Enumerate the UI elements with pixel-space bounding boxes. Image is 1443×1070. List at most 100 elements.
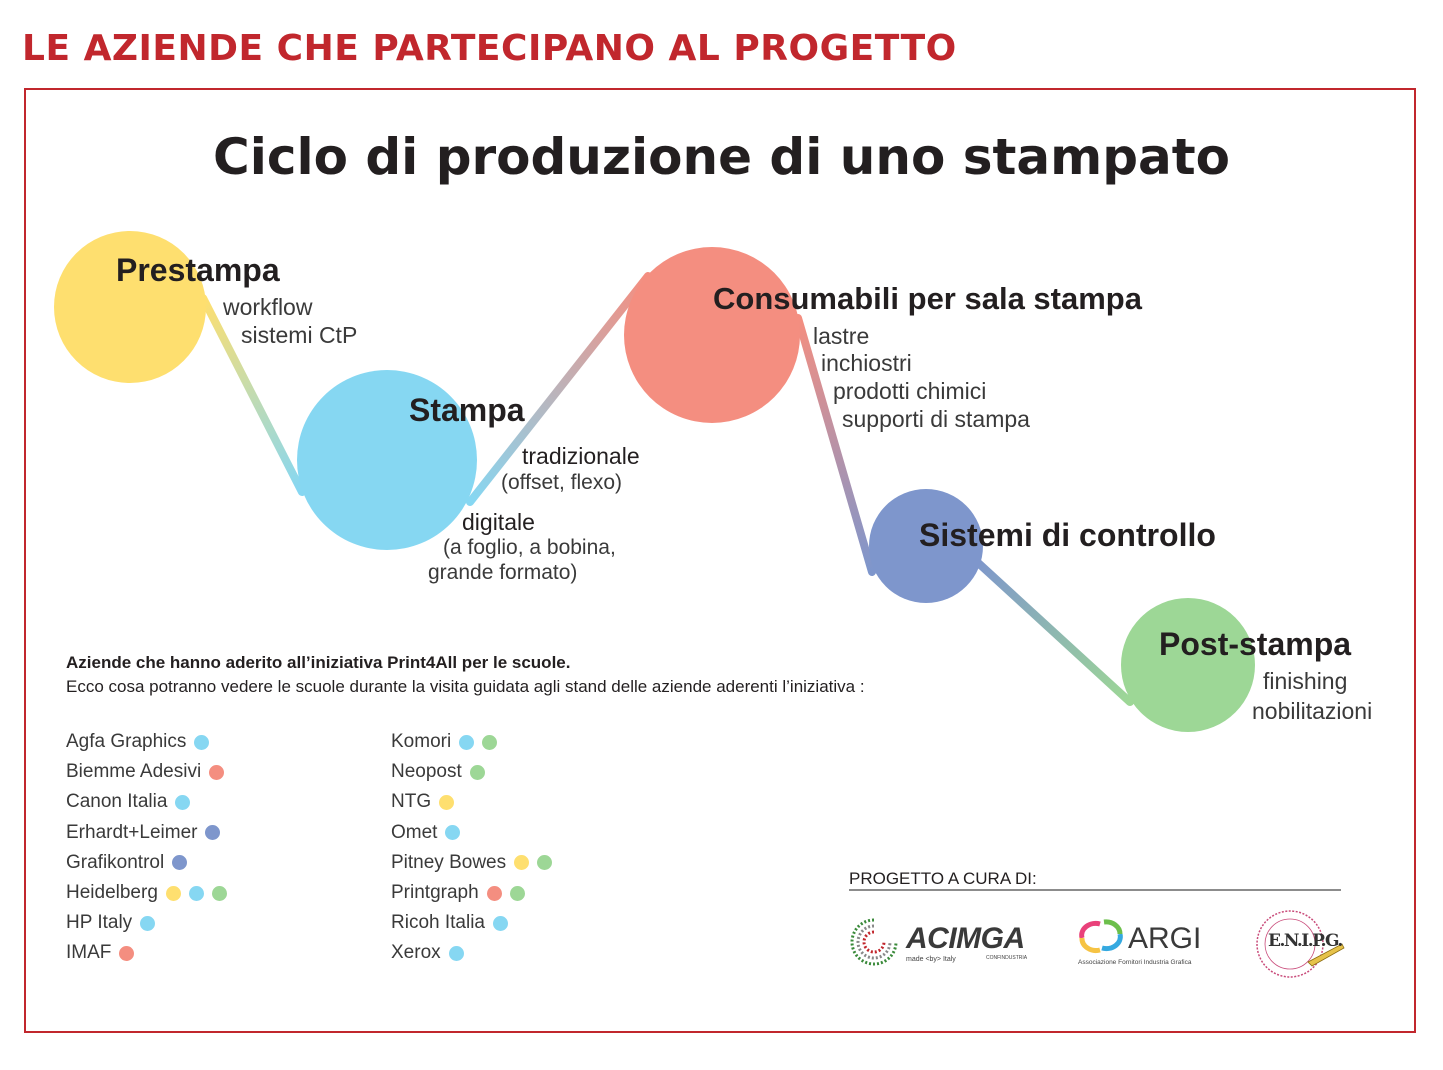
- acimga-tagline: made <by> Italy: [906, 956, 956, 963]
- stage-item-sistemi-ctp: sistemi CtP: [241, 322, 358, 348]
- company-item: Agfa Graphics: [66, 731, 210, 753]
- company-item: Ricoh Italia: [391, 912, 508, 934]
- stage-item-supporti-stampa: supporti di stampa: [842, 406, 1030, 432]
- company-item: Omet: [391, 821, 461, 844]
- category-dot-controllo: [172, 855, 188, 871]
- category-dot-prestampa: [165, 885, 181, 901]
- company-item: HP Italy: [66, 912, 156, 934]
- company-item: Printgraph: [391, 882, 525, 904]
- stage-item-foglio-bobina: (a foglio, a bobina,: [443, 536, 616, 559]
- company-name: IMAF: [66, 942, 112, 964]
- category-dot-consumabili: [119, 945, 135, 961]
- stage-item-lastre: lastre: [813, 323, 870, 349]
- company-name: Canon Italia: [66, 791, 168, 813]
- connector-prestampa-stampa: [199, 294, 306, 496]
- company-item: Xerox: [391, 942, 464, 964]
- enipg-seal-icon: [1256, 910, 1345, 978]
- company-name: Biemme Adesivi: [66, 761, 202, 783]
- argi-logo: ARGI Associazione Fornitori Industria Gr…: [1076, 918, 1206, 970]
- company-name: NTG: [391, 791, 432, 813]
- category-dot-poststampa: [537, 855, 553, 871]
- company-item: Komori: [391, 731, 498, 753]
- stage-item-nobilitazioni: nobilitazioni: [1252, 698, 1373, 724]
- argi-name: ARGI: [1128, 922, 1202, 955]
- stage-title-stampa: Stampa: [409, 392, 525, 428]
- intro-text: Ecco cosa potranno vedere le scuole dura…: [66, 677, 865, 696]
- company-name: Printgraph: [391, 882, 479, 903]
- acimga-sub: CONFINDUSTRIA: [986, 955, 1028, 961]
- stage-title-poststampa: Post-stampa: [1159, 626, 1352, 662]
- category-dot-stampa: [493, 915, 508, 931]
- stage-circle-poststampa: [1121, 598, 1255, 732]
- category-dot-stampa: [175, 794, 191, 810]
- stage-circle-stampa: [297, 370, 477, 550]
- company-name: HP Italy: [66, 912, 133, 934]
- company-item: Heidelberg: [66, 882, 227, 904]
- category-dot-prestampa: [514, 855, 530, 871]
- stage-circle-prestampa: [54, 231, 206, 383]
- company-item: Erhardt+Leimer: [66, 821, 221, 844]
- company-name: Ricoh Italia: [391, 912, 485, 934]
- stage-item-prodotti-chimici: prodotti chimici: [833, 378, 987, 404]
- company-name: Xerox: [391, 942, 441, 964]
- content-frame: [24, 88, 1416, 1033]
- connector-stampa-consumabili: [466, 272, 652, 506]
- category-dot-prestampa: [439, 794, 455, 810]
- category-dot-poststampa: [482, 734, 498, 750]
- company-name: Erhardt+Leimer: [66, 821, 198, 843]
- company-item: IMAF: [66, 942, 135, 964]
- company-name: Omet: [391, 821, 438, 843]
- category-dot-consumabili: [209, 764, 225, 780]
- connector-controllo-poststampa: [971, 556, 1134, 706]
- intro-heading: Aziende che hanno aderito all’iniziativa…: [66, 653, 571, 672]
- category-dot-stampa: [140, 915, 156, 931]
- stage-title-controllo: Sistemi di controllo: [919, 517, 1216, 553]
- company-item: NTG: [391, 791, 455, 813]
- stage-item-inchiostri: inchiostri: [821, 350, 912, 376]
- diagram-title: Ciclo di produzione di uno stampato: [213, 128, 1230, 186]
- category-dot-stampa: [448, 945, 464, 961]
- category-dot-stampa: [445, 825, 461, 841]
- connector-consumabili-controllo: [794, 314, 876, 576]
- stage-circle-controllo: [869, 489, 983, 603]
- category-dot-stampa: [459, 734, 475, 750]
- company-name: Grafikontrol: [66, 851, 165, 873]
- project-divider: [849, 889, 1341, 891]
- enipg-logo: E.N.I.P.G.: [1250, 906, 1350, 984]
- stage-item-offset-flexo: (offset, flexo): [501, 471, 622, 494]
- stage-item-digitale: digitale: [462, 509, 535, 535]
- company-name: Agfa Graphics: [66, 731, 187, 752]
- acimga-name: ACIMGA: [906, 922, 1025, 955]
- category-dot-stampa: [194, 734, 210, 750]
- acimga-logo: ACIMGA made <by> Italy CONFINDUSTRIA: [846, 914, 1028, 970]
- stage-item-finishing: finishing: [1263, 668, 1348, 694]
- category-dot-poststampa: [211, 885, 227, 901]
- company-item: Neopost: [391, 761, 485, 783]
- company-item: Pitney Bowes: [391, 851, 553, 874]
- category-dot-stampa: [188, 885, 204, 901]
- argi-emblem-icon: [1079, 919, 1123, 953]
- company-item: Biemme Adesivi: [66, 761, 225, 783]
- acimga-emblem-icon: [850, 918, 898, 966]
- project-label: PROGETTO A CURA DI:: [849, 869, 1037, 888]
- enipg-name: E.N.I.P.G.: [1268, 931, 1343, 951]
- company-item: Grafikontrol: [66, 851, 188, 874]
- category-dot-controllo: [205, 825, 221, 841]
- stage-title-consumabili: Consumabili per sala stampa: [713, 281, 1142, 316]
- category-dot-poststampa: [469, 764, 485, 780]
- stage-item-grande-formato: grande formato): [428, 561, 578, 584]
- company-name: Komori: [391, 731, 452, 752]
- stage-item-workflow: workflow: [223, 294, 313, 320]
- argi-tagline: Associazione Fornitori Industria Grafica: [1078, 959, 1192, 966]
- company-name: Neopost: [391, 761, 462, 783]
- stage-circle-consumabili: [624, 247, 800, 423]
- company-name: Pitney Bowes: [391, 851, 507, 873]
- page-heading: LE AZIENDE CHE PARTECIPANO AL PROGETTO: [22, 28, 957, 69]
- company-name: Heidelberg: [66, 882, 158, 903]
- stage-item-tradizionale: tradizionale: [522, 443, 640, 469]
- company-item: Canon Italia: [66, 791, 191, 813]
- category-dot-poststampa: [509, 885, 525, 901]
- stage-title-prestampa: Prestampa: [116, 252, 280, 288]
- category-dot-consumabili: [486, 885, 502, 901]
